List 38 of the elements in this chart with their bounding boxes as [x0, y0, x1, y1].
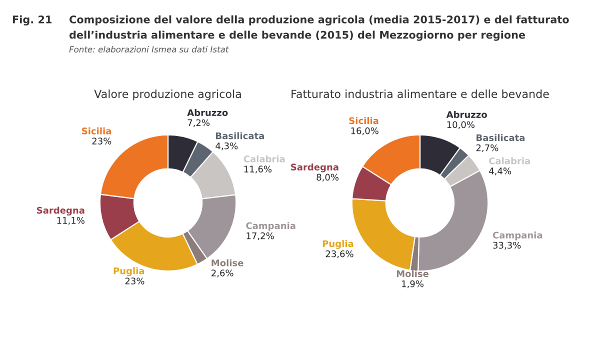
slice-label: Sicilia	[349, 117, 378, 124]
chart-title: Fatturato industria alimentare e delle bevande	[292, 90, 549, 98]
slice-label: Puglia	[322, 240, 354, 249]
data-label: 16,0%	[351, 127, 378, 136]
data-label: 23%	[125, 278, 144, 284]
data-label: 2,7%	[476, 144, 498, 152]
slice-label: Campania	[492, 232, 542, 240]
data-label: 2,6%	[212, 270, 234, 278]
slice-label: Campania	[246, 222, 296, 231]
data-label: 7,2%	[188, 119, 210, 128]
slice-label: Sicilia	[82, 127, 111, 134]
slice-label: Calabria	[489, 157, 530, 164]
data-label: 10,0%	[447, 121, 475, 129]
data-label: 11,6%	[244, 166, 272, 174]
slice-label: Calabria	[244, 155, 285, 162]
caption: Fig. 21	[12, 15, 52, 26]
data-label: 11,1%	[57, 217, 84, 225]
slice-label: Molise	[396, 270, 429, 278]
text: dell’industria alimentare e delle bevande (2015) del Mezzogiorno per regione	[69, 30, 526, 41]
chart-title: Valore produzione agricola	[94, 90, 241, 100]
slice-label: Sardegna	[37, 206, 84, 216]
data-label: 8,0%	[316, 174, 338, 182]
text: Composizione del valore della produzione agricola (media 2015-2017) e del fatturato	[70, 15, 569, 26]
data-label: 4,4%	[489, 168, 512, 176]
data-label: 33,3%	[493, 242, 521, 250]
slice-label: Sardegna	[291, 163, 338, 172]
slice-label: Puglia	[114, 267, 144, 276]
data-label: 1,9%	[402, 280, 424, 288]
data-label: 23,6%	[326, 250, 354, 258]
slice-label: Abruzzo	[187, 109, 228, 116]
data-label: 4,3%	[216, 142, 238, 150]
data-label: 17,2%	[246, 232, 274, 240]
slice-label: Basilicata	[216, 132, 264, 140]
slice-label: Abruzzo	[446, 110, 487, 118]
slice-label: Basilicata	[476, 134, 525, 142]
slice-label: Molise	[212, 259, 244, 266]
source-note: Fonte: elaborazioni Ismea su dati Istat	[69, 46, 229, 52]
data-label: 23%	[92, 138, 112, 144]
